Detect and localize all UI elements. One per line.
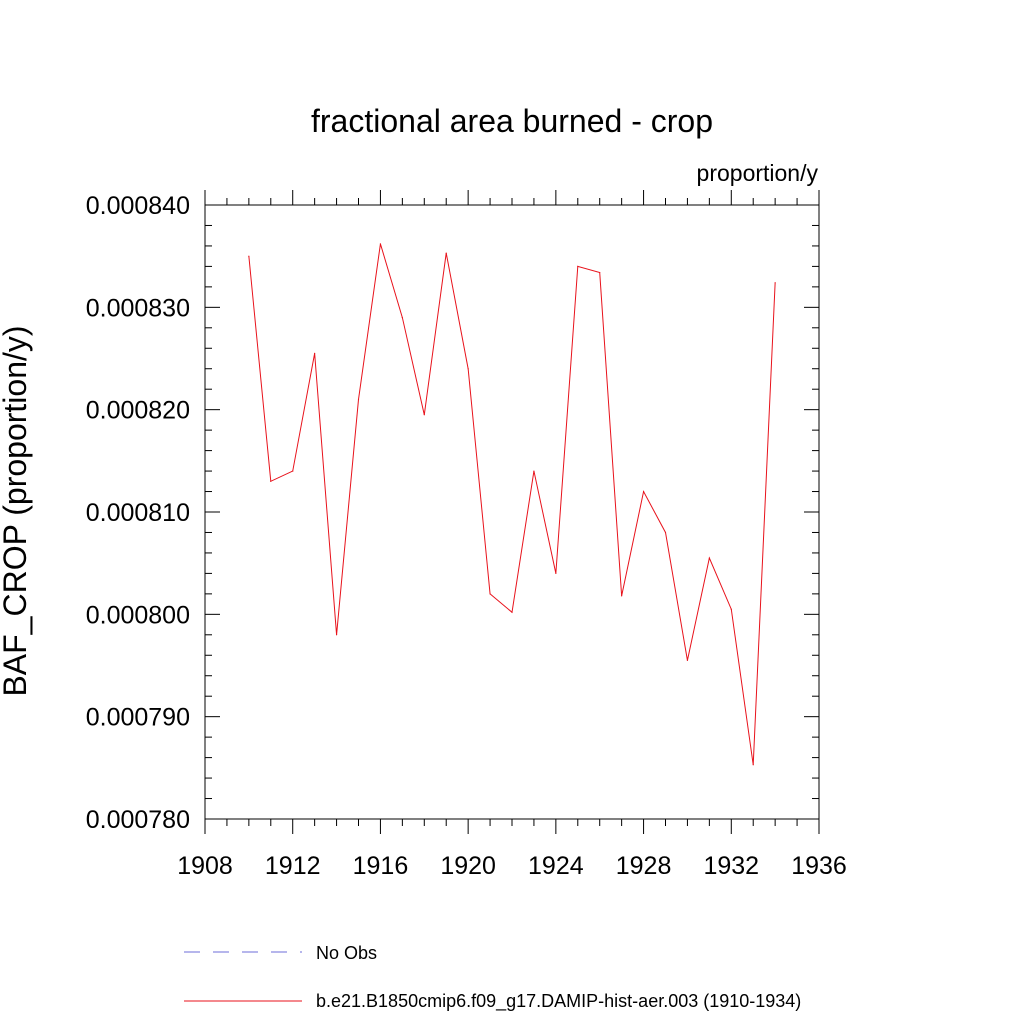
legend: No Obs b.e21.B1850cmip6.f09_g17.DAMIP-hi… <box>184 943 801 1012</box>
y-tick-label: 0.000780 <box>86 806 190 834</box>
x-tick-labels: 1908 1912 1916 1920 1924 1928 1932 1936 <box>177 852 847 880</box>
data-point <box>379 243 382 245</box>
x-tick-label: 1908 <box>177 852 233 880</box>
data-point <box>752 764 754 766</box>
legend-label-no-obs: No Obs <box>316 943 377 963</box>
data-point <box>642 490 645 493</box>
chart-title: fractional area burned - crop <box>311 103 713 139</box>
data-point <box>445 252 447 254</box>
data-point <box>577 265 579 267</box>
x-tick-label: 1912 <box>265 852 321 880</box>
data-point <box>599 271 601 274</box>
plot-frame <box>204 204 820 820</box>
y-tick-label: 0.000820 <box>86 397 190 425</box>
x-tick-label: 1936 <box>791 852 847 880</box>
data-point <box>511 611 513 613</box>
data-point <box>423 414 425 416</box>
data-point <box>730 608 732 610</box>
data-point <box>533 470 535 472</box>
units-label: proportion/y <box>697 160 819 186</box>
data-point <box>335 634 338 636</box>
data-point <box>686 659 689 661</box>
data-point <box>248 255 250 257</box>
data-point <box>621 595 623 597</box>
y-tick-label: 0.000790 <box>86 704 190 732</box>
x-tick-label: 1928 <box>616 852 672 880</box>
data-point <box>292 470 294 472</box>
x-tick-label: 1932 <box>703 852 759 880</box>
y-tick-label: 0.000810 <box>86 499 190 527</box>
x-tick-label: 1924 <box>528 852 584 880</box>
data-point <box>664 531 667 534</box>
y-tick-label: 0.000840 <box>86 192 190 220</box>
y-axis-label: BAF_CROP (proportion/y) <box>0 325 33 696</box>
x-tick-label: 1920 <box>440 852 496 880</box>
data-point <box>270 480 272 482</box>
axis-ticks <box>204 190 820 834</box>
y-tick-label: 0.000800 <box>86 601 190 629</box>
legend-label-series: b.e21.B1850cmip6.f09_g17.DAMIP-hist-aer.… <box>316 991 801 1012</box>
data-point <box>467 368 469 370</box>
series-lines <box>248 243 776 766</box>
data-point <box>489 593 491 595</box>
data-point <box>708 557 710 559</box>
data-point <box>314 352 316 354</box>
data-point <box>774 282 776 284</box>
data-point <box>357 398 360 401</box>
x-tick-label: 1916 <box>353 852 409 880</box>
data-point <box>555 572 557 575</box>
y-tick-labels: 0.000780 0.000790 0.000800 0.000810 0.000820… <box>86 192 190 834</box>
y-tick-label: 0.000830 <box>86 294 190 322</box>
series-line <box>248 243 776 765</box>
data-point <box>401 316 403 319</box>
